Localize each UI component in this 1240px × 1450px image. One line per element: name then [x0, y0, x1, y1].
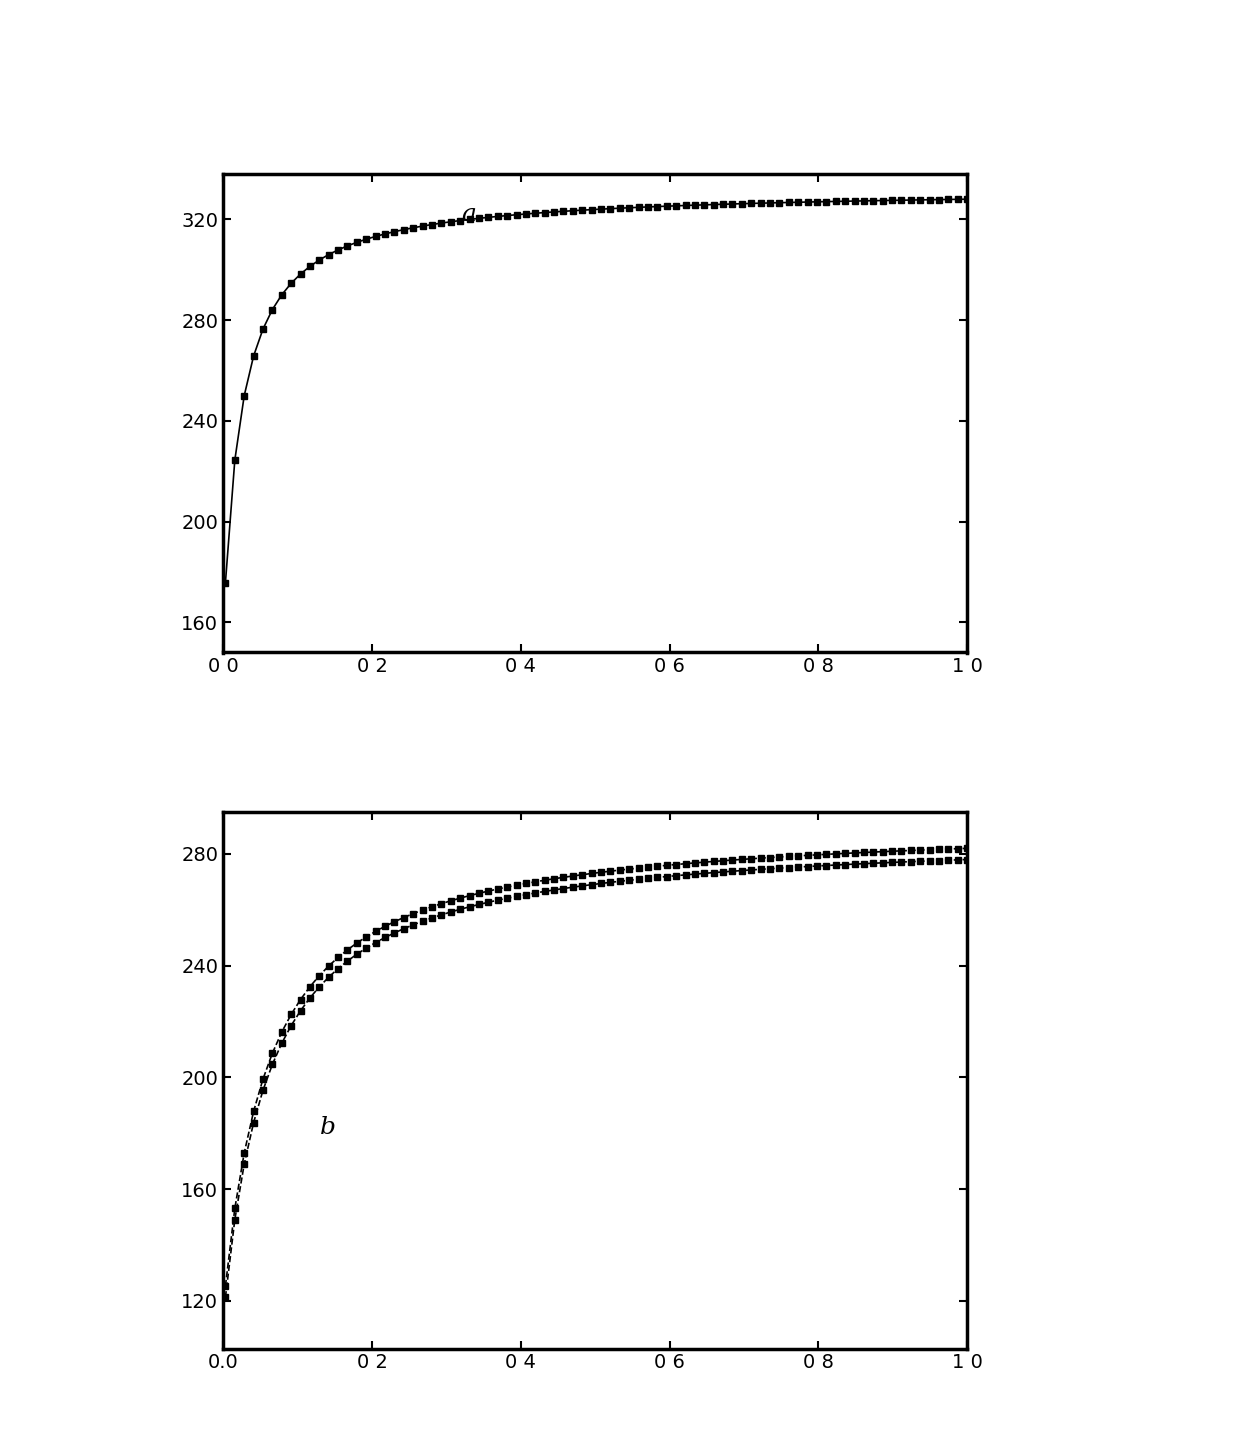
Text: b: b	[320, 1116, 336, 1140]
Text: a: a	[461, 203, 476, 226]
